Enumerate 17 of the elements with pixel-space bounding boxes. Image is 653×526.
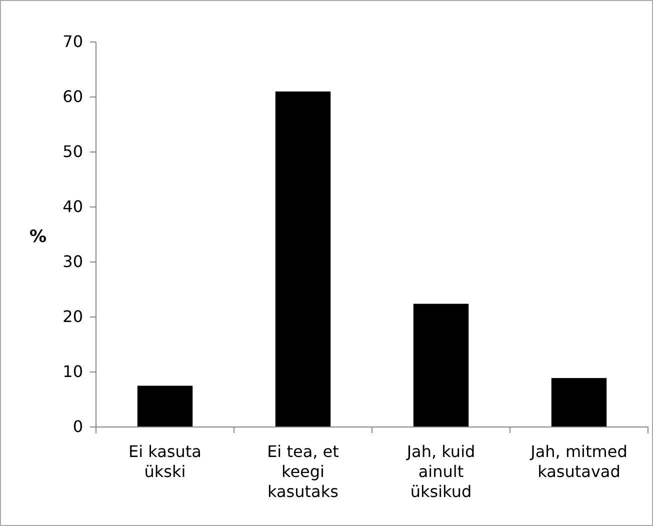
y-tick-label: 30 [62, 252, 83, 272]
bar [137, 386, 193, 427]
y-tick-label: 20 [62, 307, 83, 326]
y-axis-title: % [29, 227, 47, 247]
y-tick-label: 10 [62, 362, 83, 382]
y-tick-label: 60 [62, 87, 83, 106]
x-tick-label: Ei kasuta ükski [128, 442, 202, 481]
y-tick-label: 40 [62, 197, 83, 216]
y-tick-label: 70 [62, 32, 83, 52]
bar [551, 378, 607, 427]
y-tick-label: 50 [62, 142, 83, 162]
bar [275, 92, 331, 427]
x-tick-label: Ei tea, et keegi kasutaks [267, 442, 339, 501]
x-tick-label: Jah, mitmed kasutavad [530, 442, 628, 481]
x-tick-label: Jah, kuid ainult üksikud [406, 442, 476, 501]
bar [413, 304, 469, 427]
y-tick-label: 0 [72, 417, 83, 436]
